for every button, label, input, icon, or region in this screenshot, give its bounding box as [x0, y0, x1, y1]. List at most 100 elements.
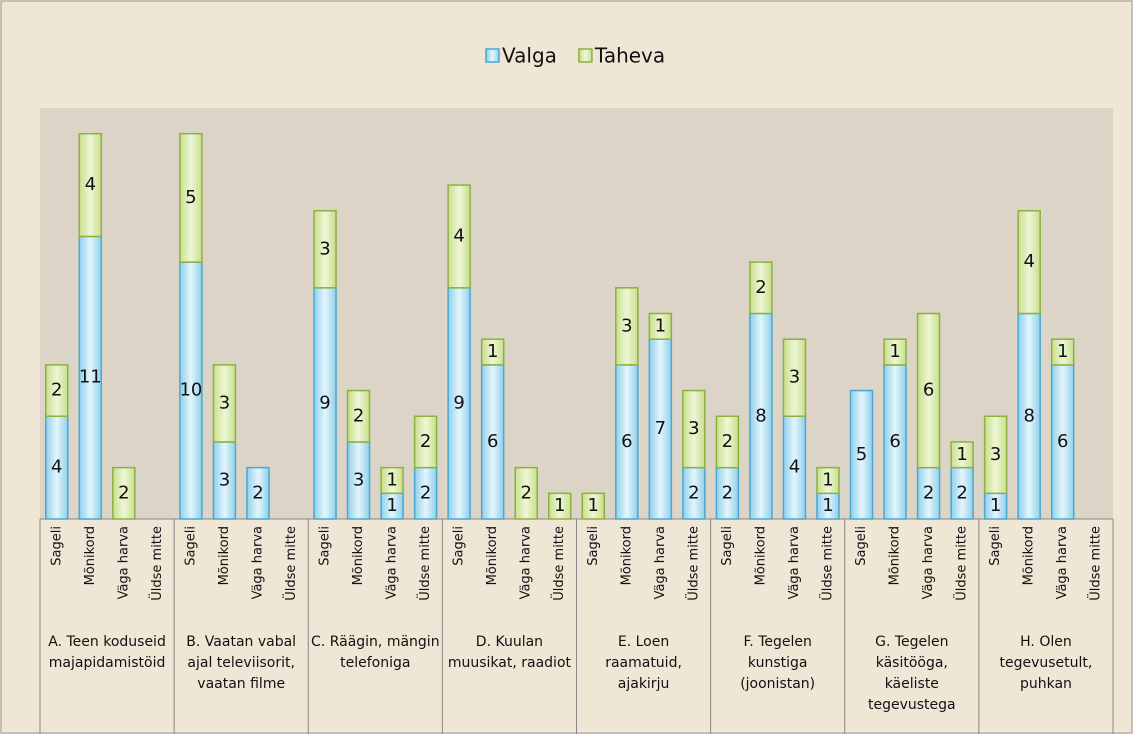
group-label: C. Räägin, mängin telefoniga: [311, 634, 440, 671]
bar-segment: [547, 492, 572, 520]
data-label: 1: [655, 315, 666, 336]
data-label: 8: [755, 405, 766, 426]
data-label: 4: [1023, 251, 1034, 272]
bar-segment: [413, 415, 438, 469]
data-label: 1: [386, 495, 397, 516]
x-tick-label: Mõnikord: [485, 526, 500, 585]
x-tick-label: Mõnikord: [619, 526, 634, 585]
data-label: 3: [319, 238, 330, 259]
data-label: 4: [51, 457, 62, 478]
data-label: 2: [420, 482, 431, 503]
data-label: 2: [722, 482, 733, 503]
legend-label: Valga: [502, 44, 557, 68]
data-label: 3: [621, 315, 632, 336]
data-label: 2: [353, 405, 364, 426]
data-label: 1: [588, 495, 599, 516]
group-label: B. Vaatan vabal ajal televiisorit, vaata…: [186, 634, 297, 692]
data-label: 6: [923, 380, 934, 401]
x-tick-label: Väga harva: [250, 526, 265, 599]
x-tick-label: Väga harva: [1055, 526, 1070, 599]
data-label: 1: [990, 495, 1001, 516]
bar-segment: [648, 312, 673, 340]
bar-segment: [749, 261, 773, 315]
data-label: 6: [487, 431, 498, 452]
bar-segment: [514, 466, 538, 520]
data-label: 3: [219, 469, 230, 490]
data-label: 1: [822, 495, 833, 516]
data-label: 8: [1023, 405, 1034, 426]
legend-swatch: [485, 48, 500, 63]
data-label: 5: [856, 444, 867, 465]
bar-segment: [112, 466, 136, 520]
x-tick-label: Sageli: [988, 526, 1003, 566]
bar-segment: [816, 466, 840, 495]
x-tick-label: Sageli: [586, 526, 601, 566]
bar-segment: [447, 184, 471, 289]
bar-segment: [782, 338, 807, 417]
bar-segment: [682, 389, 706, 469]
x-tick-label: Mõnikord: [888, 526, 903, 585]
data-label: 5: [185, 187, 196, 208]
bar-segment: [1017, 210, 1041, 315]
data-label: 2: [956, 482, 967, 503]
bar-segment: [212, 364, 237, 443]
bar-segment: [346, 389, 371, 443]
bar-segment: [715, 415, 740, 469]
data-label: 11: [79, 367, 102, 388]
x-tick-label: Sageli: [452, 526, 467, 566]
x-tick-label: Mõnikord: [217, 526, 232, 585]
x-tick-label: Mõnikord: [1022, 526, 1037, 585]
data-label: 2: [252, 482, 263, 503]
data-label: 3: [789, 367, 800, 388]
data-label: 4: [453, 225, 464, 246]
group-label: D. Kuulan muusikat, raadiot: [447, 634, 572, 671]
data-label: 9: [453, 392, 464, 413]
data-label: 3: [219, 392, 230, 413]
x-tick-label: Sageli: [720, 526, 735, 566]
group-label: G. Tegelen käsitööga, käeliste tegevuste…: [868, 634, 956, 713]
group-label: F. Tegelen kunstiga (joonistan): [740, 634, 816, 692]
data-label: 2: [755, 277, 766, 298]
x-tick-label: Mõnikord: [351, 526, 366, 585]
x-tick-label: Väga harva: [921, 526, 936, 599]
data-label: 10: [179, 380, 202, 401]
x-tick-label: Väga harva: [787, 526, 802, 599]
x-tick-label: Väga harva: [653, 526, 668, 599]
data-label: 2: [51, 380, 62, 401]
data-label: 1: [822, 469, 833, 490]
data-label: 6: [621, 431, 632, 452]
x-tick-label: Sageli: [318, 526, 333, 566]
data-label: 3: [990, 444, 1001, 465]
x-tick-label: Väga harva: [116, 526, 131, 599]
data-label: 2: [688, 482, 699, 503]
data-label: 1: [1057, 341, 1068, 362]
bar-segment: [950, 441, 974, 469]
data-label: 9: [319, 392, 330, 413]
bar-segment: [615, 287, 639, 366]
data-label: 2: [420, 431, 431, 452]
bar-segment: [480, 338, 505, 366]
bar-segment: [983, 415, 1008, 495]
data-label: 1: [487, 341, 498, 362]
x-tick-label: Üldse mitte: [282, 526, 299, 601]
data-label: 1: [889, 341, 900, 362]
x-tick-label: Üldse mitte: [1087, 526, 1104, 601]
data-label: 2: [520, 482, 531, 503]
x-tick-label: Sageli: [183, 526, 198, 566]
data-label: 2: [118, 482, 129, 503]
bar-segment: [883, 338, 907, 366]
bar-segment: [849, 389, 874, 520]
data-label: 4: [85, 174, 96, 195]
bar-segment: [916, 312, 941, 469]
data-label: 3: [353, 469, 364, 490]
x-tick-label: Väga harva: [519, 526, 534, 599]
x-tick-label: Üldse mitte: [953, 526, 970, 601]
bar-segment: [380, 466, 404, 495]
data-label: 7: [655, 418, 666, 439]
group-label: A. Teen koduseid majapidamistöid: [48, 634, 166, 671]
data-label: 1: [554, 495, 565, 516]
x-tick-label: Mõnikord: [753, 526, 768, 585]
